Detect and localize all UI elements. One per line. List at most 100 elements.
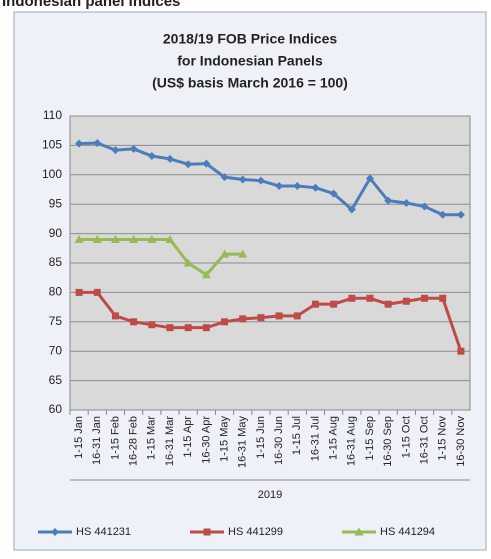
point — [238, 175, 247, 184]
point — [110, 234, 120, 243]
y-tick-label: 65 — [49, 373, 63, 387]
point — [183, 258, 193, 267]
point — [239, 315, 247, 323]
point — [129, 144, 138, 153]
point — [366, 294, 374, 302]
point — [275, 181, 284, 190]
x-tick-label: 1-15 Nov — [437, 416, 449, 461]
chart-title: (US$ basis March 2016 = 100) — [152, 75, 348, 91]
y-tick-label: 100 — [42, 167, 62, 181]
point — [420, 202, 429, 211]
point — [421, 294, 429, 302]
point — [221, 318, 229, 326]
point — [457, 347, 465, 355]
point — [75, 139, 84, 148]
x-tick-label: 16-30 Nov — [455, 416, 467, 467]
chart: 2018/19 FOB Price Indices for Indonesian … — [38, 31, 470, 538]
point — [220, 173, 229, 182]
y-tick-label: 95 — [49, 196, 63, 210]
x-tick-label: 1-15 Jan — [73, 416, 85, 459]
point — [384, 196, 393, 205]
y-tick-label: 75 — [49, 314, 63, 328]
point — [166, 154, 174, 163]
x-tick-label: 1-15 Jul — [291, 416, 303, 455]
x-tick-label: 1-15 May — [218, 416, 230, 462]
point — [111, 146, 120, 155]
point — [330, 300, 338, 308]
series-line — [79, 237, 243, 277]
point — [130, 318, 138, 326]
point — [74, 234, 84, 243]
point — [402, 297, 410, 305]
point — [439, 294, 447, 302]
y-tick-label: 110 — [43, 108, 62, 122]
x-tick-label: 16-31 Mar — [164, 416, 176, 466]
point — [311, 183, 320, 192]
x-tick-label: 16-28 Feb — [128, 416, 140, 466]
point — [275, 312, 283, 320]
x-tick-label: 16-30 Apr — [200, 416, 212, 464]
point — [201, 270, 211, 279]
x-tick-label: 16-30 Jun — [273, 416, 285, 465]
point — [129, 234, 139, 243]
x-tick-label: 16-30 Sep — [382, 416, 394, 467]
point — [202, 324, 210, 332]
x-tick-label: 1-15 Aug — [328, 416, 340, 460]
legend-label: HS 441299 — [228, 526, 283, 538]
point — [93, 139, 102, 148]
y-tick-label: 85 — [49, 255, 63, 269]
point — [402, 199, 411, 208]
point — [184, 160, 193, 169]
point — [147, 151, 156, 160]
x-tick-label: 1-15 Sep — [364, 416, 376, 461]
y-tick-label: 90 — [49, 226, 63, 240]
x-tick-label: 16-31 May — [237, 416, 249, 468]
legend-marker — [51, 528, 59, 536]
x-tick-label: 16-31 Aug — [346, 416, 358, 466]
y-tick-label: 60 — [49, 402, 63, 416]
y-tick-label: 70 — [49, 343, 63, 357]
point — [92, 234, 102, 243]
point — [220, 249, 230, 258]
point — [202, 159, 211, 168]
heading: Indonesian panel indices — [2, 0, 180, 10]
legend-marker — [203, 528, 211, 536]
x-axis-label: 2019 — [258, 489, 282, 501]
point — [347, 205, 356, 214]
point — [148, 321, 156, 329]
point — [456, 210, 465, 219]
point — [293, 312, 301, 320]
point — [438, 210, 447, 219]
point — [366, 174, 374, 183]
y-tick-label: 80 — [49, 285, 63, 299]
legend-label: HS 441294 — [380, 526, 435, 538]
point — [184, 324, 192, 332]
chart-title: for Indonesian Panels — [177, 53, 323, 69]
point — [165, 234, 175, 243]
x-tick-label: 1-15 Mar — [146, 416, 158, 460]
point — [293, 181, 302, 190]
x-tick-label: 16-31 Jul — [309, 416, 321, 461]
legend-marker — [354, 527, 364, 536]
legend-label: HS 441231 — [76, 526, 131, 538]
y-tick-label: 105 — [42, 138, 62, 152]
point — [329, 189, 338, 198]
x-tick-label: 1-15 Apr — [182, 416, 194, 458]
point — [348, 294, 356, 302]
series-line — [79, 290, 463, 352]
x-tick-label: 16-31 Jan — [91, 416, 103, 465]
x-tick-label: 1-15 Feb — [109, 416, 121, 460]
point — [166, 324, 174, 332]
point — [311, 300, 319, 308]
point — [257, 314, 265, 322]
series-line — [79, 141, 461, 217]
point — [75, 288, 83, 296]
point — [384, 300, 392, 308]
point — [93, 288, 101, 296]
x-tick-label: 1-15 Oct — [400, 416, 412, 458]
x-tick-label: 1-15 Jun — [255, 416, 267, 459]
point — [238, 249, 248, 258]
x-tick-label: 16-31 Oct — [418, 416, 430, 464]
chart-title: 2018/19 FOB Price Indices — [163, 31, 338, 47]
